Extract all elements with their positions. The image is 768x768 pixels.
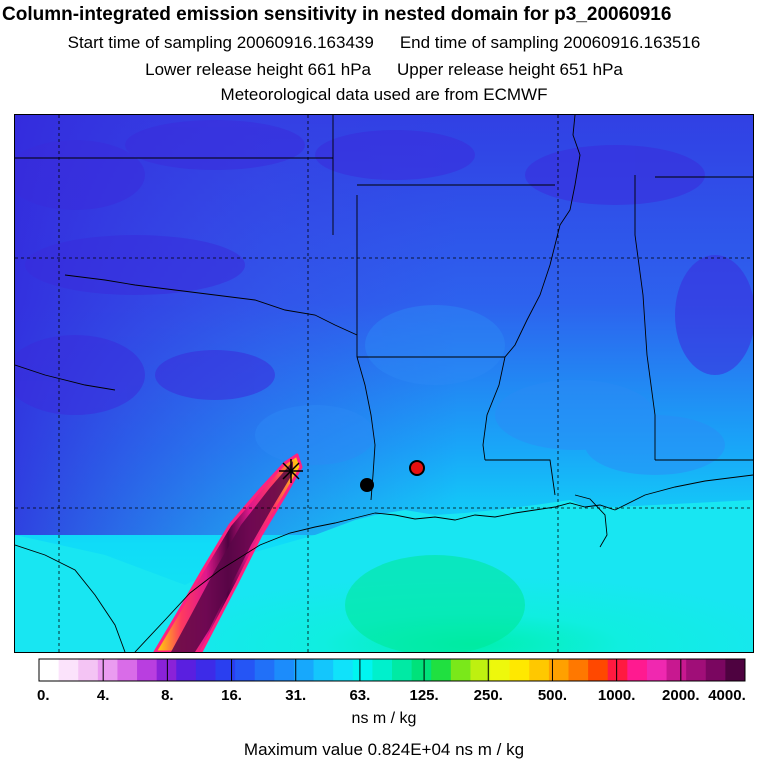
colorbar-tick-label: 4000. bbox=[708, 687, 746, 704]
graticule bbox=[15, 115, 753, 652]
colorbar-tick-label: 250. bbox=[474, 687, 503, 704]
black-dot-marker bbox=[360, 478, 374, 492]
sensitivity-map bbox=[14, 114, 754, 653]
boundaries bbox=[15, 115, 753, 652]
colorbar-tick-label: 63. bbox=[349, 687, 370, 704]
colorbar-swatch bbox=[725, 659, 746, 681]
upper-field-patches bbox=[15, 120, 753, 415]
end-time-label: End time of sampling 20060916.163516 bbox=[399, 33, 701, 52]
colorbar-swatch bbox=[431, 659, 452, 681]
colorbar-swatch bbox=[254, 659, 275, 681]
colorbar-swatch bbox=[470, 659, 491, 681]
colorbar-swatch bbox=[686, 659, 707, 681]
colorbar-swatch bbox=[333, 659, 354, 681]
colorbar-swatch bbox=[392, 659, 413, 681]
colorbar-swatch bbox=[313, 659, 334, 681]
met-data-label: Meteorological data used are from ECMWF bbox=[220, 85, 548, 104]
colorbar-tick-label: 2000. bbox=[662, 687, 700, 704]
colorbar-swatch bbox=[293, 659, 315, 681]
colorbar-swatch bbox=[529, 659, 550, 681]
upper-release-label: Upper release height 651 hPa bbox=[397, 60, 623, 79]
colorbar-swatch bbox=[156, 659, 177, 681]
colorbar-swatch bbox=[235, 659, 256, 681]
colorbar: 0. 4. 8. 16. 31. 63. 125. 250. 500. 1000. 2000. 400… bbox=[37, 658, 747, 709]
colorbar-swatch bbox=[39, 659, 60, 681]
colorbar-swatch bbox=[450, 659, 471, 681]
release-height-line: Lower release height 661 hPa Upper releas… bbox=[0, 60, 768, 80]
red-dot-marker bbox=[409, 460, 425, 476]
colorbar-swatch bbox=[627, 659, 648, 681]
colorbar-swatch bbox=[411, 659, 432, 681]
colorbar-swatch bbox=[607, 659, 628, 681]
colorbar-frame bbox=[38, 658, 746, 682]
colorbar-swatch bbox=[176, 659, 197, 681]
colorbar-swatch bbox=[509, 659, 530, 681]
plot-title: Column-integrated emission sensitivity i… bbox=[2, 4, 672, 25]
ocean-green-core bbox=[345, 555, 525, 652]
unit-label: ns m / kg bbox=[351, 710, 417, 727]
colorbar-swatch bbox=[705, 659, 726, 681]
colorbar-swatch bbox=[97, 659, 118, 681]
colorbar-swatch bbox=[274, 659, 295, 681]
colorbar-swatch bbox=[372, 659, 393, 681]
colorbar-tick-label: 4. bbox=[97, 687, 110, 704]
colorbar-tick-label: 500. bbox=[538, 687, 567, 704]
colorbar-tick-label: 16. bbox=[221, 687, 242, 704]
colorbar-swatch bbox=[490, 659, 511, 681]
colorbar-swatch bbox=[352, 659, 373, 681]
plume-core bbox=[171, 461, 293, 652]
colorbar-swatch bbox=[137, 659, 158, 681]
lower-release-label: Lower release height 661 hPa bbox=[145, 60, 371, 79]
colorbar-swatch bbox=[548, 659, 569, 681]
colorbar-tick-label: 0. bbox=[37, 687, 50, 704]
max-value-label: Maximum value 0.824E+04 ns m / kg bbox=[243, 740, 525, 759]
colorbar-swatch bbox=[588, 659, 609, 681]
colorbar-swatch bbox=[215, 659, 236, 681]
colorbar-swatch bbox=[568, 659, 589, 681]
colorbar-tick-label: 8. bbox=[161, 687, 174, 704]
release-point-marker bbox=[279, 459, 303, 483]
colorbar-swatch bbox=[117, 659, 138, 681]
start-time-label: Start time of sampling 20060916.163439 bbox=[67, 33, 374, 52]
colorbar-swatch bbox=[646, 659, 668, 681]
colorbar-swatch bbox=[78, 659, 99, 681]
colorbar-svg: 0. 4. 8. 16. 31. 63. 125. 250. 500. 1000. 2000. 400… bbox=[37, 658, 746, 704]
colorbar-swatch bbox=[666, 659, 687, 681]
colorbar-swatch bbox=[58, 659, 79, 681]
colorbar-tick-label: 125. bbox=[409, 687, 438, 704]
sampling-time-line: Start time of sampling 20060916.163439 En… bbox=[0, 33, 768, 53]
colorbar-tick-label: 31. bbox=[285, 687, 306, 704]
colorbar-tick-label: 1000. bbox=[598, 687, 636, 704]
colorbar-swatch bbox=[195, 659, 216, 681]
